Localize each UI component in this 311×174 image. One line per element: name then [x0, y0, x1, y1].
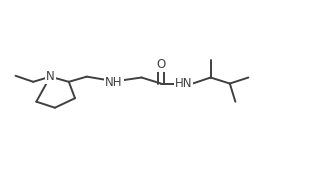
Text: NH: NH — [105, 76, 123, 89]
Text: HN: HN — [174, 77, 192, 90]
Text: O: O — [156, 58, 166, 71]
Text: N: N — [46, 70, 55, 83]
